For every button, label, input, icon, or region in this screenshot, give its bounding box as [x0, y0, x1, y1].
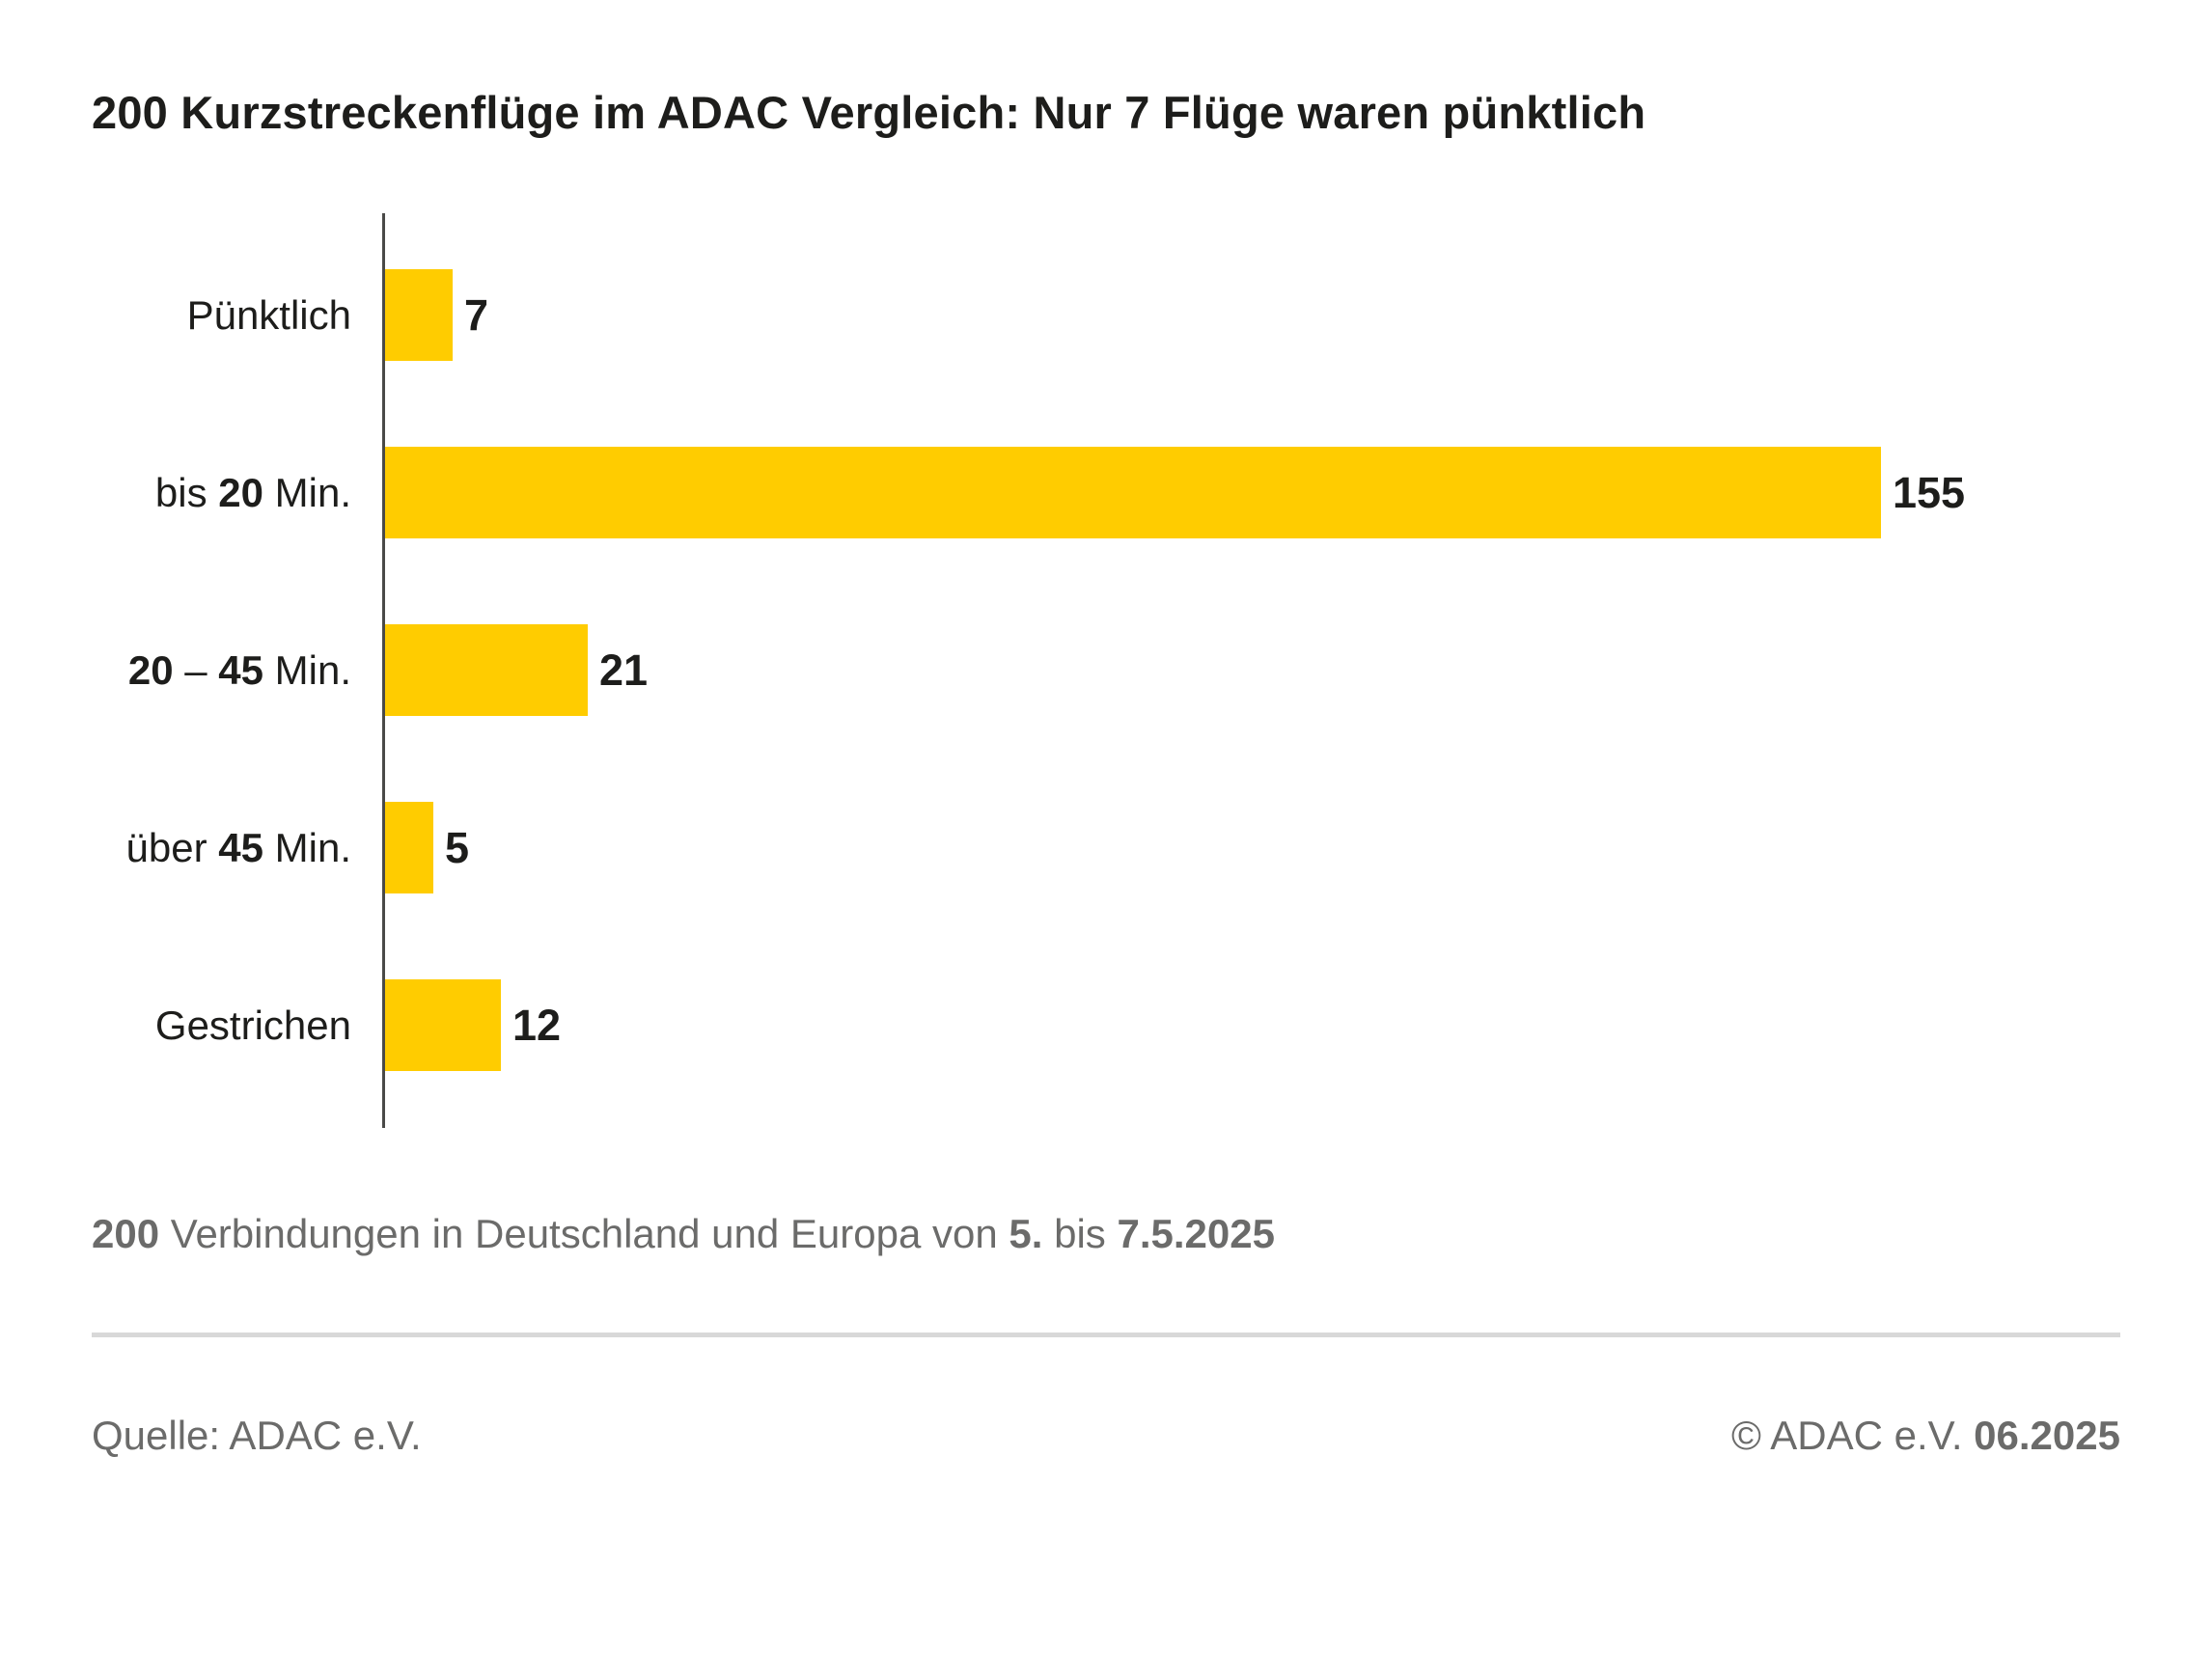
chart-footnote: 200 Verbindungen in Deutschland und Euro…: [92, 1210, 1275, 1256]
footer: Quelle: ADAC e.V. © ADAC e.V. 06.2025: [92, 1413, 2120, 1459]
chart-row: über 45 Min. 5: [92, 759, 2120, 937]
value-label: 155: [1893, 467, 1966, 517]
category-label: 20 – 45 Min.: [127, 646, 351, 693]
chart-row: 20 – 45 Min. 21: [92, 582, 2120, 759]
chart-rows: Pünktlich 7 bis 20 Min. 155 20 – 45 Min. 21 üb…: [92, 227, 2120, 1114]
bar: [385, 979, 501, 1072]
bar: [385, 269, 453, 362]
bar: [385, 624, 588, 717]
copyright-text: © ADAC e.V. 06.2025: [1730, 1412, 2120, 1458]
category-label: bis 20 Min.: [154, 469, 351, 515]
category-label: Pünktlich: [186, 291, 351, 338]
bar: [385, 802, 433, 894]
chart-row: bis 20 Min. 155: [92, 404, 2120, 582]
y-axis-line: [382, 212, 385, 1128]
value-label: 12: [512, 1000, 562, 1050]
source-text: Quelle: ADAC e.V.: [92, 1412, 422, 1458]
bar-chart: Pünktlich 7 bis 20 Min. 155 20 – 45 Min. 21 üb…: [92, 212, 2120, 1128]
category-label: über 45 Min.: [125, 824, 351, 870]
chart-row: Pünktlich 7: [92, 227, 2120, 404]
bar: [385, 447, 1881, 539]
row-plot-area: 155: [382, 447, 2120, 539]
value-label: 21: [599, 645, 649, 695]
row-plot-area: 5: [382, 802, 2120, 894]
divider-line: [92, 1332, 2120, 1337]
value-label: 7: [464, 289, 489, 340]
row-plot-area: 7: [382, 269, 2120, 362]
chart-title: 200 Kurzstreckenflüge im ADAC Vergleich:…: [92, 87, 1646, 138]
value-label: 5: [445, 822, 470, 872]
row-plot-area: 21: [382, 624, 2120, 717]
chart-row: Gestrichen 12: [92, 937, 2120, 1114]
row-plot-area: 12: [382, 979, 2120, 1072]
category-label: Gestrichen: [154, 1002, 351, 1048]
